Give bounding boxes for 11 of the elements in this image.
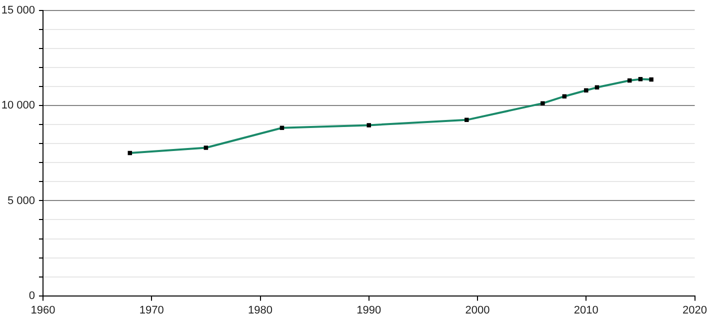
y-tick-label: 5 000 [7,194,35,207]
x-tick-label: 2020 [682,304,708,316]
x-tick-label: 1970 [139,304,164,316]
x-tick-label: 1980 [248,304,272,316]
x-tick-label: 2000 [465,304,490,316]
x-tick-label: 2010 [574,304,598,316]
y-tick-label: 10 000 [1,100,35,112]
y-tick-label: 15 000 [1,4,35,17]
x-tick-label: 1990 [356,304,382,316]
x-tick-label: 1960 [30,304,56,316]
y-tick-label: 0 [28,290,35,302]
